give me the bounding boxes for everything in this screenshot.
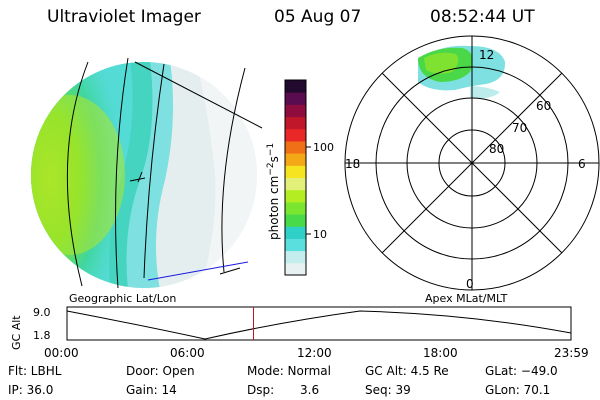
xtick-0600: 06:00 bbox=[170, 346, 205, 360]
geographic-disk bbox=[31, 57, 263, 289]
mlt-label-0: 0 bbox=[466, 277, 474, 291]
dsp-value: 3.6 bbox=[300, 383, 320, 397]
gc-alt-info: GC Alt: 4.5 Re bbox=[365, 364, 449, 378]
colorbar-swatch bbox=[285, 140, 306, 154]
colorbar-swatch bbox=[285, 214, 306, 227]
xtick-2359: 23:59 bbox=[554, 346, 589, 360]
filter-info: Flt: LBHL bbox=[8, 364, 62, 378]
geographic-caption: Geographic Lat/Lon bbox=[69, 292, 176, 305]
colorbar-swatch bbox=[285, 116, 306, 130]
colorbar-swatch bbox=[285, 80, 306, 93]
colorbar-swatch bbox=[285, 262, 306, 276]
altitude-plot-frame bbox=[66, 306, 572, 341]
altitude-ytick-1-8: 1.8 bbox=[33, 329, 51, 342]
time-label: 08:52:44 UT bbox=[430, 7, 535, 27]
door-info: Door: Open bbox=[126, 364, 195, 378]
colorbar-swatch bbox=[285, 128, 306, 142]
colorbar-frame bbox=[284, 79, 307, 276]
altitude-curve bbox=[66, 310, 572, 340]
altitude-plot: GC Alt 9.0 1.8 00:00 06:00 12:00 18:00 2… bbox=[10, 306, 589, 360]
mlt-label-12: 12 bbox=[479, 48, 494, 62]
ip-info: IP: 36.0 bbox=[8, 383, 54, 397]
xtick-1200: 12:00 bbox=[297, 346, 332, 360]
app-title: Ultraviolet Imager bbox=[47, 7, 201, 27]
apex-caption: Apex MLat/MLT bbox=[425, 292, 508, 305]
polar-plot: 12 18 6 0 60 70 80 bbox=[344, 35, 600, 291]
seq-info: Seq: 39 bbox=[365, 383, 411, 397]
colorbar-tick-label-10: 10 bbox=[313, 228, 327, 241]
mlt-label-18: 18 bbox=[345, 157, 360, 171]
colorbar-swatch bbox=[285, 226, 306, 239]
dsp-label: Dsp: bbox=[247, 383, 275, 397]
mlt-label-6: 6 bbox=[578, 157, 586, 171]
colorbar-swatch bbox=[285, 238, 306, 252]
date-label: 05 Aug 07 bbox=[274, 7, 362, 27]
glat-info: GLat: −49.0 bbox=[485, 364, 558, 378]
altitude-ylabel: GC Alt bbox=[10, 315, 23, 350]
mlat-label-80: 80 bbox=[489, 142, 504, 156]
colorbar-swatch bbox=[285, 104, 306, 118]
colorbar-swatches bbox=[285, 80, 306, 276]
mlat-label-60: 60 bbox=[536, 99, 551, 113]
mode-info: Mode: Normal bbox=[247, 364, 331, 378]
colorbar-axis-label: photon cm−2s−1 bbox=[266, 143, 281, 240]
mlat-label-70: 70 bbox=[512, 121, 527, 135]
altitude-ytick-9: 9.0 bbox=[33, 306, 51, 319]
xtick-0000: 00:00 bbox=[44, 346, 79, 360]
colorbar-tick-label-100: 100 bbox=[313, 141, 334, 154]
colorbar-swatch bbox=[285, 177, 306, 191]
colorbar-swatch bbox=[285, 92, 306, 105]
colorbar-swatch bbox=[285, 189, 306, 203]
gain-info: Gain: 14 bbox=[126, 383, 177, 397]
xtick-1800: 18:00 bbox=[423, 346, 458, 360]
colorbar-swatch bbox=[285, 201, 306, 215]
colorbar-swatch bbox=[285, 165, 306, 178]
colorbar-swatch bbox=[285, 250, 306, 264]
colorbar: 100 10 photon cm−2s−1 bbox=[266, 79, 334, 276]
colorbar-swatch bbox=[285, 153, 306, 166]
glon-info: GLon: 70.1 bbox=[485, 383, 551, 397]
